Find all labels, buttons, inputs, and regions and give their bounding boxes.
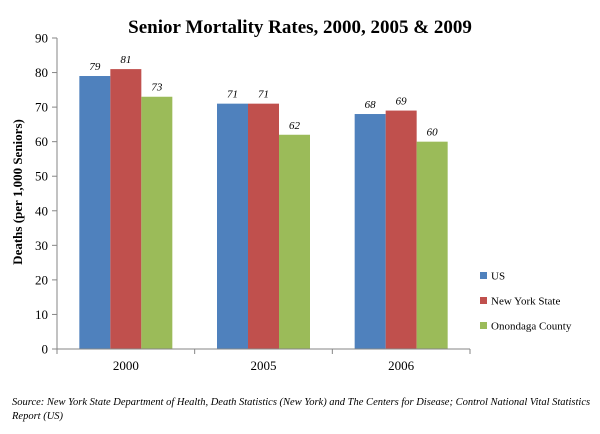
y-axis: 0 10 20 30 40 50 60 70 80 90: [35, 31, 58, 357]
bar: [248, 103, 279, 350]
y-tick-label: 0: [42, 342, 49, 357]
legend-swatch: [480, 272, 487, 279]
y-tick-label: 60: [35, 134, 48, 149]
y-axis-label: Deaths (per 1,000 Seniors): [10, 119, 25, 265]
y-tick-label: 90: [35, 31, 48, 46]
legend-swatch: [480, 297, 487, 304]
bar: [110, 69, 142, 349]
chart-title: Senior Mortality Rates, 2000, 2005 & 200…: [128, 17, 472, 38]
data-label: 68: [365, 99, 377, 111]
plot-area: 79 81 73 71 71 62 68 69 60: [79, 54, 448, 350]
bar: [279, 134, 310, 349]
y-tick-label: 40: [35, 203, 48, 218]
bar: [385, 110, 417, 349]
bar-chart: Senior Mortality Rates, 2000, 2005 & 200…: [10, 17, 572, 373]
bar: [416, 141, 448, 349]
data-label: 79: [89, 61, 101, 73]
bar: [141, 96, 173, 349]
x-tick-label: 2006: [388, 358, 415, 373]
data-label: 73: [151, 82, 163, 94]
bar: [217, 103, 248, 350]
legend-label: Onondaga County: [491, 321, 572, 333]
y-tick-label: 80: [35, 65, 48, 80]
source-note: Source: New York State Department of Hea…: [12, 397, 591, 422]
legend-label: US: [491, 271, 505, 283]
data-label: 71: [227, 89, 238, 101]
data-label: 71: [258, 89, 269, 101]
x-axis: 2000 2005 2006: [56, 348, 471, 373]
y-tick-label: 30: [35, 238, 48, 253]
y-tick-label: 20: [35, 272, 48, 287]
y-tick-label: 10: [35, 307, 48, 322]
legend: US New York State Onondaga County: [480, 271, 572, 333]
y-tick-label: 70: [35, 100, 48, 115]
data-label: 69: [396, 96, 408, 108]
legend-label: New York State: [491, 296, 560, 308]
data-label: 60: [427, 127, 439, 139]
bar: [79, 76, 111, 349]
legend-swatch: [480, 322, 487, 329]
x-tick-label: 2005: [251, 358, 277, 373]
x-tick-label: 2000: [113, 358, 139, 373]
data-label: 81: [120, 54, 131, 66]
data-label: 62: [289, 120, 301, 132]
bar: [354, 114, 386, 350]
y-tick-label: 50: [35, 169, 48, 184]
